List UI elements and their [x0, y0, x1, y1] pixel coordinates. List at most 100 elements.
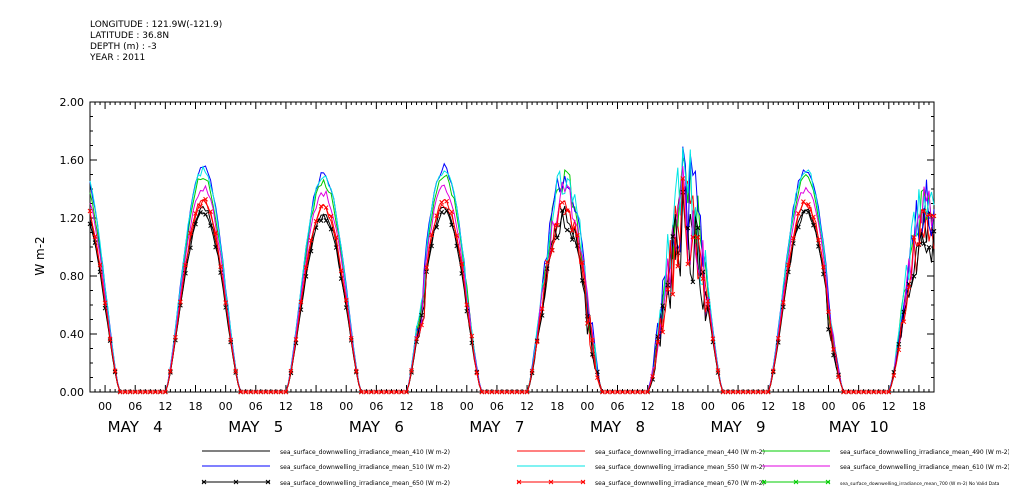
series-marker [735, 389, 741, 395]
series-marker [635, 389, 640, 395]
series-marker [173, 334, 178, 340]
series-marker [796, 224, 801, 230]
series-marker [755, 389, 761, 395]
series-marker [549, 248, 555, 253]
series-marker [700, 276, 706, 282]
series-marker [559, 200, 565, 205]
series-marker [695, 234, 701, 240]
depth-label: DEPTH (m) : -3 [90, 42, 157, 52]
series-marker [198, 203, 203, 209]
series-marker [152, 389, 158, 395]
x-tick-label: 12 [520, 400, 534, 413]
series-marker [610, 389, 615, 395]
longitude-label: LONGITUDE : 121.9W(-121.9) [90, 20, 223, 30]
series-marker [720, 389, 726, 395]
series-marker [444, 208, 450, 214]
series-marker [780, 304, 786, 310]
x-tick-label: 00 [98, 400, 112, 413]
series-line-4 [89, 147, 935, 393]
x-tick-label: 06 [369, 400, 383, 413]
x-tick-label: 18 [912, 400, 926, 413]
series-marker [459, 261, 465, 267]
y-tick-label: 0.00 [60, 386, 85, 399]
series-marker [544, 259, 550, 265]
series-marker [665, 286, 671, 292]
series-marker [811, 222, 816, 228]
series-marker [328, 213, 334, 219]
series-marker [700, 269, 706, 275]
x-tick-label: 18 [430, 400, 444, 413]
series-marker [198, 210, 203, 215]
series-marker [831, 352, 836, 358]
x-day-label: MAY 10 [829, 418, 889, 436]
series-marker [876, 389, 882, 395]
series-marker [750, 389, 756, 395]
series-marker [765, 389, 771, 395]
x-tick-label: 18 [671, 400, 685, 413]
legend-marker [516, 479, 522, 485]
series-marker [590, 337, 595, 343]
series-marker [338, 268, 344, 274]
series-marker [514, 389, 520, 395]
series-marker [353, 368, 359, 374]
x-tick-label: 12 [761, 400, 775, 413]
series-marker [926, 212, 932, 218]
y-tick-label: 2.00 [60, 96, 85, 109]
series-marker [931, 213, 937, 219]
series-marker [363, 389, 369, 395]
series-marker [157, 389, 163, 395]
series-marker [429, 243, 434, 249]
series-marker [318, 203, 324, 209]
series-marker [308, 237, 314, 243]
series-marker [208, 223, 213, 229]
series-marker [921, 241, 927, 246]
series-marker [534, 339, 540, 345]
x-tick-label: 06 [249, 400, 263, 413]
legend: sea_surface_downwelling_irradiance_mean_… [201, 449, 1009, 487]
x-day-label: MAY 5 [228, 418, 283, 436]
series-marker [801, 199, 806, 205]
series-marker [705, 298, 711, 304]
series-marker [595, 375, 600, 381]
plot-axes: 0.00 0.40 0.80 1.20 1.60 2.00 00 06 12 18 00 06 12 18… [60, 96, 935, 436]
series-marker [816, 237, 821, 243]
legend-entry-6: sea_surface_downwelling_irradiance_mean_… [280, 480, 450, 487]
series-marker [494, 389, 500, 395]
series-marker [801, 209, 806, 214]
series-marker [911, 235, 917, 240]
series-marker [780, 300, 786, 305]
series-marker [579, 260, 585, 266]
series-marker [574, 232, 580, 238]
series-marker [861, 389, 867, 395]
series-marker [554, 235, 560, 241]
legend-entry-3: sea_surface_downwelling_irradiance_mean_… [280, 464, 450, 471]
series-marker [127, 389, 133, 395]
series-marker [871, 389, 877, 395]
x-day-label: MAY 7 [469, 418, 524, 436]
x-tick-label: 12 [279, 400, 293, 413]
series-marker [600, 389, 605, 395]
series-marker [142, 389, 148, 395]
series-marker [891, 373, 897, 378]
series-marker [193, 211, 198, 216]
series-marker [790, 235, 796, 241]
series-marker [866, 389, 872, 395]
series-marker [374, 389, 379, 395]
series-marker [474, 370, 480, 376]
series-marker [434, 224, 439, 230]
series-marker [449, 222, 455, 228]
series-marker [92, 234, 98, 239]
series-marker [896, 347, 902, 353]
series-marker [414, 336, 419, 341]
x-tick-label: 12 [641, 400, 655, 413]
x-tick-label: 06 [128, 400, 142, 413]
series-marker [384, 389, 389, 395]
legend-marker [233, 479, 239, 485]
series-marker [569, 237, 575, 242]
series-marker [579, 278, 585, 283]
series-marker [449, 209, 455, 215]
series-marker [464, 302, 470, 308]
series-marker [745, 389, 751, 395]
series-marker [680, 189, 686, 195]
